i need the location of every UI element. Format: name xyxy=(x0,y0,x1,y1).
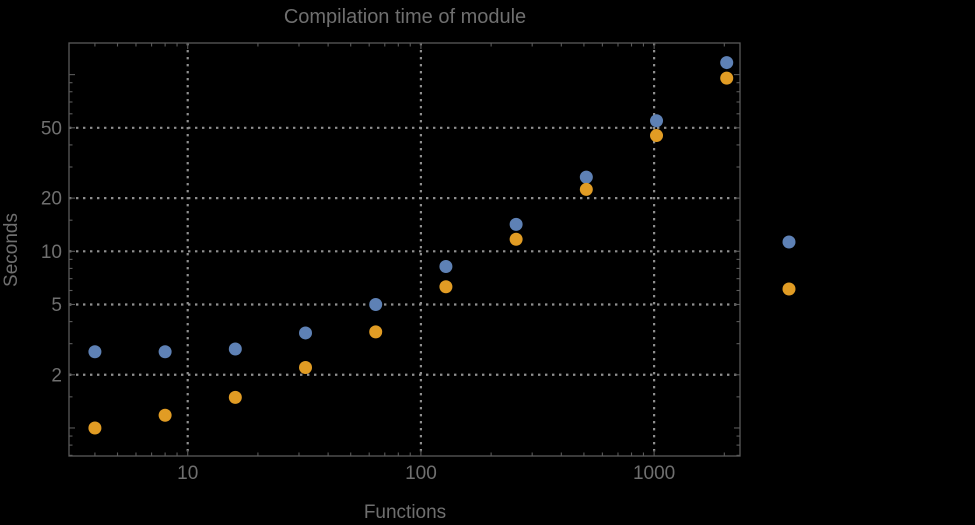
data-point-blue-series xyxy=(299,326,313,340)
data-point-orange-series xyxy=(299,360,313,374)
legend-marker-blue-series xyxy=(782,235,796,249)
data-point-orange-series xyxy=(509,232,523,246)
data-point-orange-series xyxy=(579,182,593,196)
chart-title: Compilation time of module xyxy=(283,6,527,28)
x-tick-label: 100 xyxy=(405,463,437,484)
y-tick-label: 50 xyxy=(41,118,62,139)
data-point-blue-series xyxy=(650,114,664,128)
data-point-blue-series xyxy=(369,297,383,311)
data-point-orange-series xyxy=(88,421,102,435)
legend-marker-orange-series xyxy=(782,282,796,296)
data-point-blue-series xyxy=(509,217,523,231)
data-point-blue-series xyxy=(228,342,242,356)
data-point-orange-series xyxy=(158,408,172,422)
data-point-blue-series xyxy=(720,56,734,70)
data-point-blue-series xyxy=(579,170,593,184)
data-point-blue-series xyxy=(439,260,453,274)
x-tick-label: 10 xyxy=(177,463,198,484)
y-tick-label: 20 xyxy=(41,189,62,210)
data-point-orange-series xyxy=(228,390,242,404)
x-axis-label: Functions xyxy=(363,502,447,523)
data-point-orange-series xyxy=(439,280,453,294)
data-point-blue-series xyxy=(88,345,102,359)
data-point-orange-series xyxy=(650,129,664,143)
plot-frame xyxy=(68,42,741,457)
data-point-blue-series xyxy=(158,345,172,359)
data-point-orange-series xyxy=(720,71,734,85)
y-tick-label: 10 xyxy=(41,242,62,263)
data-point-orange-series xyxy=(369,325,383,339)
x-tick-label: 1000 xyxy=(633,463,675,484)
y-tick-label: 5 xyxy=(51,295,62,316)
y-tick-label: 2 xyxy=(51,365,62,386)
